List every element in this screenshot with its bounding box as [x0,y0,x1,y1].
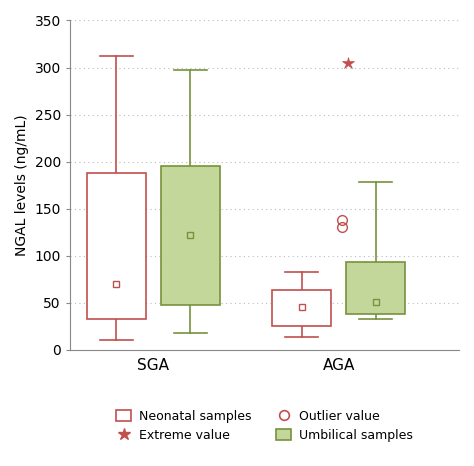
Bar [346,262,405,314]
Bar [272,290,331,326]
Bar [87,173,146,319]
Legend: Neonatal samples, Extreme value, Outlier value, Umbilical samples: Neonatal samples, Extreme value, Outlier… [116,410,413,442]
Bar [161,166,220,305]
Y-axis label: NGAL levels (ng/mL): NGAL levels (ng/mL) [15,114,29,256]
